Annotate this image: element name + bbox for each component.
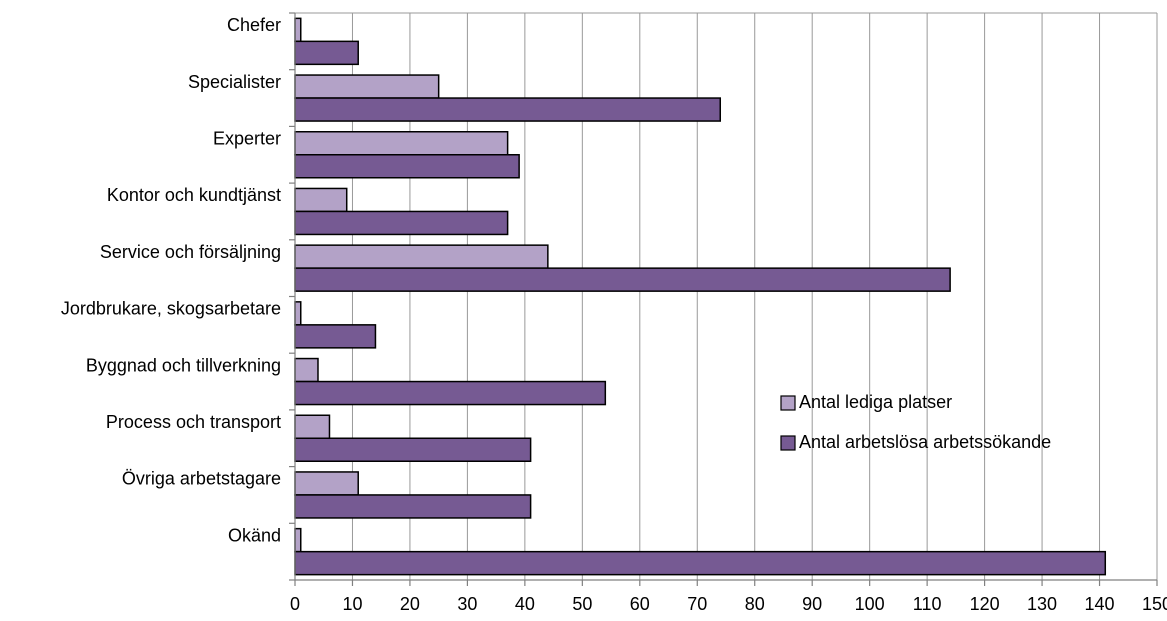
- category-label: Jordbrukare, skogsarbetare: [61, 299, 281, 319]
- category-label: Byggnad och tillverkning: [86, 355, 281, 375]
- bar-arbetslosa-3: [294, 210, 509, 236]
- x-tick-label: 140: [1085, 594, 1115, 614]
- legend-label-1: Antal arbetslösa arbetssökande: [799, 432, 1051, 452]
- bar-arbetslosa-5: [294, 324, 377, 349]
- bar-lediga-platser-6: [294, 357, 319, 383]
- bar-lediga-platser-2: [294, 131, 509, 156]
- category-label: Chefer: [227, 15, 281, 35]
- x-tick-label: 20: [400, 594, 420, 614]
- bar-lediga-platser-0: [294, 17, 302, 43]
- x-tick-label: 90: [802, 594, 822, 614]
- bars: [294, 17, 1107, 576]
- bar-lediga-platser-3: [294, 187, 348, 213]
- category-label: Okänd: [228, 525, 281, 545]
- category-label: Service och försäljning: [100, 242, 281, 262]
- category-label: Övriga arbetstagare: [122, 469, 281, 489]
- bar-lediga-platser-9: [294, 527, 302, 553]
- category-label: Experter: [213, 129, 281, 149]
- bar-arbetslosa-9: [294, 550, 1107, 576]
- x-tick-label: 100: [855, 594, 885, 614]
- category-label: Process och transport: [106, 412, 281, 432]
- legend-label-0: Antal lediga platser: [799, 392, 952, 412]
- bar-arbetslosa-2: [294, 154, 520, 179]
- x-tick-label: 110: [913, 594, 942, 614]
- legend-swatch-1: [780, 435, 796, 451]
- bar-lediga-platser-5: [294, 301, 302, 326]
- bar-lediga-platser-4: [294, 244, 549, 269]
- bar-arbetslosa-8: [294, 494, 532, 519]
- bar-lediga-platser-1: [294, 74, 440, 99]
- category-labels: Chefer Specialister Experter Kontor och kun…: [61, 15, 281, 545]
- x-tick-label: 30: [457, 594, 477, 614]
- x-tick-label: 60: [630, 594, 650, 614]
- x-tick-label: 150: [1142, 594, 1167, 614]
- x-tick-label: 40: [515, 594, 535, 614]
- bar-arbetslosa-0: [294, 40, 359, 66]
- x-tick-label: 80: [745, 594, 765, 614]
- x-tick-label: 70: [687, 594, 707, 614]
- x-tick-labels: 0 10 20 30 40 50 60 70 80 90 100 110 120 130 140 150: [290, 594, 1167, 614]
- bar-arbetslosa-6: [294, 380, 607, 406]
- x-tick-label: 130: [1027, 594, 1057, 614]
- x-tick-label: 0: [290, 594, 300, 614]
- x-tick-label: 50: [572, 594, 592, 614]
- x-tick-label: 120: [970, 594, 1000, 614]
- category-label: Kontor och kundtjänst: [107, 185, 281, 205]
- x-tick-label: 10: [342, 594, 362, 614]
- axes: [289, 12, 1158, 586]
- bar-lediga-platser-8: [294, 471, 359, 496]
- bar-arbetslosa-4: [294, 267, 951, 292]
- bar-arbetslosa-7: [294, 437, 532, 462]
- bar-lediga-platser-7: [294, 414, 331, 439]
- legend: Antal lediga platser Antal arbetslösa arb…: [780, 392, 1051, 452]
- legend-swatch-0: [780, 395, 796, 411]
- category-label: Specialister: [188, 72, 281, 92]
- bar-arbetslosa-1: [294, 97, 722, 122]
